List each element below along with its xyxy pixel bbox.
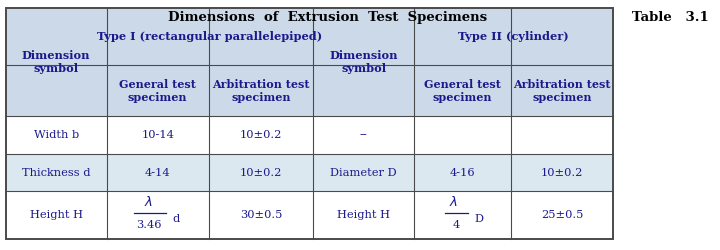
- Bar: [313, 8, 414, 116]
- Text: 10±0.2: 10±0.2: [240, 168, 282, 177]
- Text: Arbitration test
specimen: Arbitration test specimen: [212, 79, 310, 102]
- Text: Type I (rectangular parallelepiped): Type I (rectangular parallelepiped): [97, 31, 323, 42]
- Bar: [414, 154, 511, 191]
- Bar: [107, 65, 209, 116]
- Bar: [209, 154, 313, 191]
- Text: 10±0.2: 10±0.2: [240, 130, 282, 140]
- Bar: [313, 116, 414, 154]
- Bar: [511, 154, 613, 191]
- Text: d: d: [172, 214, 179, 224]
- Text: Dimension
symbol: Dimension symbol: [22, 50, 91, 74]
- Text: Width b: Width b: [34, 130, 78, 140]
- Bar: [107, 191, 209, 239]
- Text: Diameter D: Diameter D: [330, 168, 397, 177]
- Bar: [6, 8, 107, 116]
- Bar: [209, 191, 313, 239]
- Text: 4: 4: [452, 220, 460, 230]
- Text: Arbitration test
specimen: Arbitration test specimen: [513, 79, 611, 102]
- Bar: [6, 191, 107, 239]
- Bar: [414, 116, 511, 154]
- Text: D: D: [474, 214, 483, 224]
- Bar: [6, 8, 613, 239]
- Text: $\lambda$: $\lambda$: [449, 195, 458, 209]
- Bar: [6, 154, 107, 191]
- Text: Height H: Height H: [30, 210, 83, 220]
- Bar: [313, 191, 414, 239]
- Text: General test
specimen: General test specimen: [120, 79, 196, 102]
- Bar: [209, 65, 313, 116]
- Text: 25±0.5: 25±0.5: [541, 210, 583, 220]
- Bar: [511, 116, 613, 154]
- Text: --: --: [360, 130, 367, 140]
- Text: Table   3.1: Table 3.1: [632, 11, 709, 24]
- Text: General test
specimen: General test specimen: [424, 79, 501, 102]
- Bar: [107, 8, 313, 65]
- Text: 10-14: 10-14: [141, 130, 174, 140]
- Text: Thickness d: Thickness d: [22, 168, 91, 177]
- Bar: [414, 65, 511, 116]
- Bar: [511, 191, 613, 239]
- Bar: [313, 154, 414, 191]
- Text: Type II (cylinder): Type II (cylinder): [459, 31, 569, 42]
- Text: $\lambda$: $\lambda$: [144, 195, 153, 209]
- Bar: [209, 116, 313, 154]
- Text: 3.46: 3.46: [136, 220, 162, 230]
- Bar: [414, 8, 613, 65]
- Bar: [511, 65, 613, 116]
- Text: 10±0.2: 10±0.2: [541, 168, 583, 177]
- Text: 30±0.5: 30±0.5: [240, 210, 282, 220]
- Text: 4-14: 4-14: [145, 168, 171, 177]
- Text: Dimension
symbol: Dimension symbol: [329, 50, 398, 74]
- Bar: [414, 191, 511, 239]
- Text: 4-16: 4-16: [450, 168, 475, 177]
- Bar: [107, 154, 209, 191]
- Bar: [6, 116, 107, 154]
- Text: Height H: Height H: [337, 210, 390, 220]
- Text: Dimensions  of  Extrusion  Test  Specimens: Dimensions of Extrusion Test Specimens: [168, 11, 487, 24]
- Bar: [107, 116, 209, 154]
